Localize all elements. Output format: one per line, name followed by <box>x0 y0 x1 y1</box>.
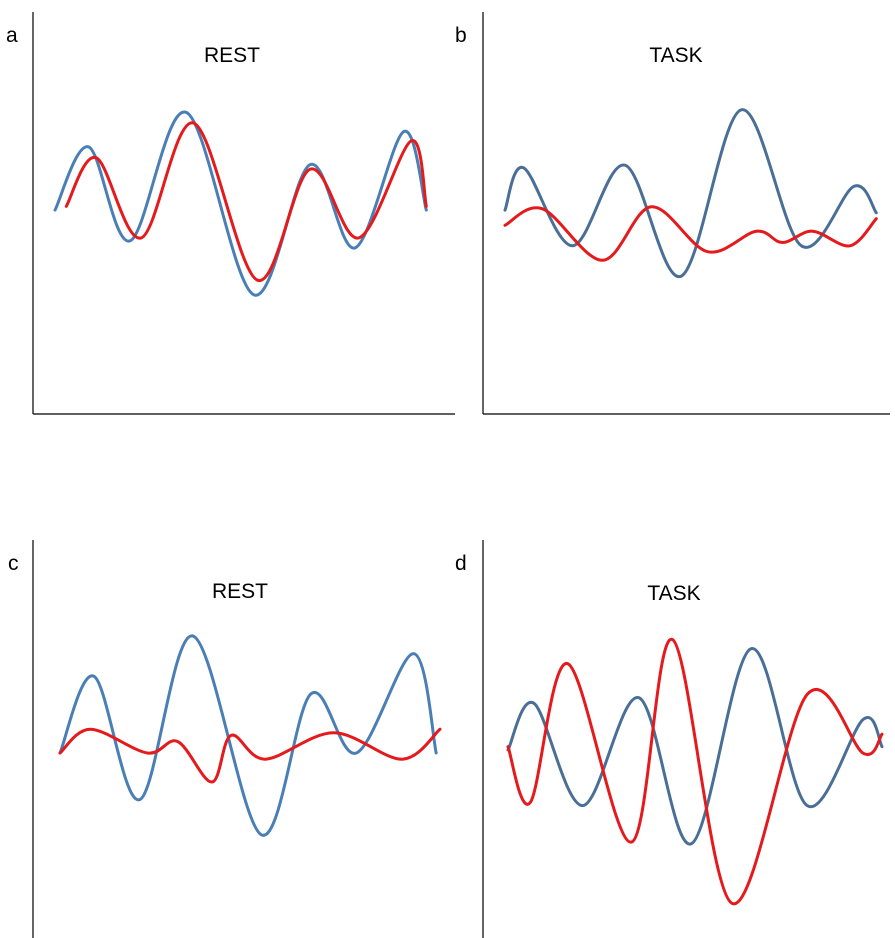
panel-d: d TASK <box>455 540 884 938</box>
panel-letter: d <box>455 552 467 575</box>
curves <box>503 108 878 278</box>
panel-a: a REST <box>6 12 455 415</box>
series-line-blue <box>53 110 428 297</box>
curves <box>58 634 442 837</box>
panel-title: REST <box>212 580 268 603</box>
series-line-blue <box>503 108 878 278</box>
panel-title: REST <box>204 44 260 67</box>
curves <box>53 110 428 297</box>
panel-c: c REST <box>8 540 442 938</box>
panel-b: b TASK <box>455 12 890 415</box>
series-line-red <box>506 638 884 906</box>
panel-title: TASK <box>649 44 702 67</box>
panel-title: TASK <box>647 582 700 605</box>
series-line-red <box>64 121 428 282</box>
panel-letter: c <box>8 552 19 575</box>
curves <box>506 638 884 906</box>
series-line-blue <box>506 647 884 846</box>
panel-letter: b <box>455 24 467 47</box>
series-line-red <box>58 727 442 784</box>
panel-letter: a <box>6 24 18 47</box>
series-line-red <box>503 205 878 262</box>
series-line-blue <box>58 634 438 837</box>
